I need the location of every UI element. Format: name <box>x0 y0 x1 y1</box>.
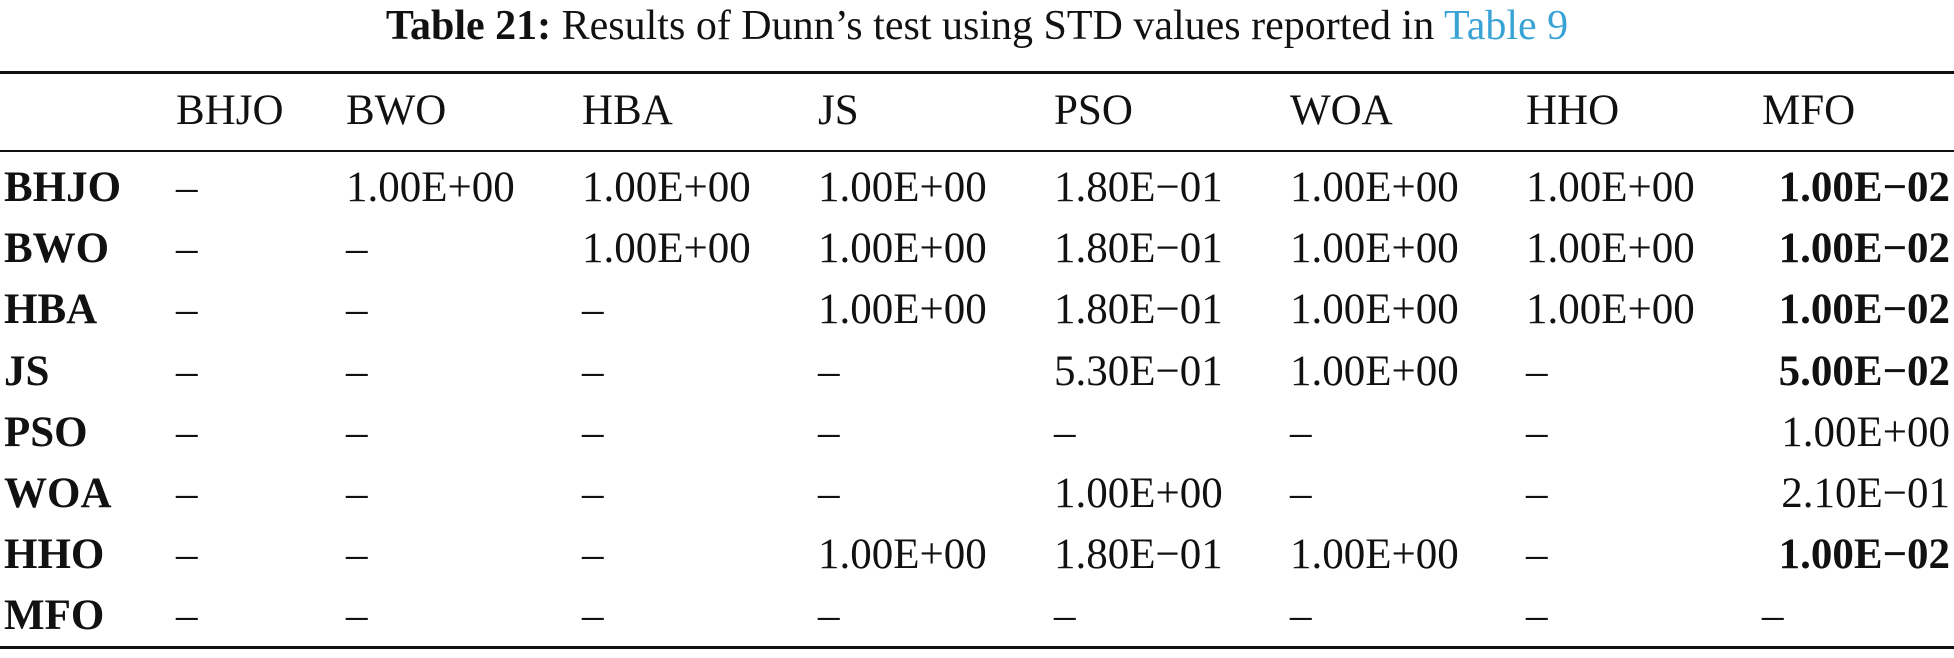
row-label: MFO <box>4 592 105 640</box>
column-header: MFO <box>1762 87 1856 134</box>
table-cell: – <box>582 592 604 640</box>
table-cell: – <box>582 408 604 456</box>
table-cell: – <box>582 347 604 395</box>
column-header: PSO <box>1054 87 1133 134</box>
row-label: PSO <box>4 408 88 456</box>
table-cell: – <box>176 347 198 395</box>
table-cell: 1.00E+00 <box>346 164 515 211</box>
table-cell: – <box>176 286 198 334</box>
row-label: JS <box>4 347 50 395</box>
table-cell: – <box>582 286 604 334</box>
table-cell: 1.00E+00 <box>1290 225 1459 273</box>
table-cell: – <box>346 592 368 640</box>
table-cell: 5.30E−01 <box>1054 347 1223 395</box>
table-cell: 1.00E+00 <box>818 531 987 579</box>
table-top-rule <box>0 71 1954 74</box>
table-cell: 2.10E−01 <box>1781 470 1950 517</box>
table-cell: – <box>818 408 840 456</box>
table-cell: – <box>582 470 604 517</box>
table-cell: 1.00E+00 <box>818 286 987 334</box>
table-cell: 1.00E+00 <box>1290 164 1459 211</box>
table-cell: – <box>1526 347 1548 395</box>
table-header-rule <box>0 150 1954 152</box>
row-label: HBA <box>4 286 98 334</box>
column-header: BWO <box>346 87 447 134</box>
table-cell: – <box>818 470 840 517</box>
column-header: HHO <box>1526 87 1620 134</box>
table-cell: – <box>346 470 368 517</box>
table-cell: – <box>346 347 368 395</box>
table-cell: 1.00E+00 <box>818 225 987 273</box>
table-cell: – <box>1526 408 1548 456</box>
table-cell: 1.80E−01 <box>1054 164 1223 211</box>
column-header: JS <box>818 87 859 134</box>
table-cell: 1.80E−01 <box>1054 531 1223 579</box>
table-cell: 1.80E−01 <box>1054 286 1223 334</box>
table-cell: 1.00E+00 <box>818 164 987 211</box>
table-cell: – <box>1290 408 1312 456</box>
table-cell: – <box>1290 592 1312 640</box>
row-label: WOA <box>4 470 112 517</box>
table-cell: 1.00E+00 <box>1054 470 1223 517</box>
caption-table-link[interactable]: Table 9 <box>1443 3 1569 49</box>
table-cell: 1.80E−01 <box>1054 225 1223 273</box>
table-cell: 1.00E+00 <box>582 225 751 273</box>
column-header: WOA <box>1290 87 1393 134</box>
row-label: BWO <box>4 225 110 273</box>
row-label: HHO <box>4 531 105 579</box>
table-bottom-rule <box>0 646 1954 649</box>
table-cell: – <box>346 408 368 456</box>
table-caption: Table 21: Results of Dunn’s test using S… <box>0 0 1954 66</box>
table-cell: – <box>346 531 368 579</box>
table-cell: 1.00E+00 <box>1290 531 1459 579</box>
table-cell: – <box>1526 592 1548 640</box>
table-cell: – <box>582 531 604 579</box>
table-cell: 1.00E+00 <box>1781 408 1950 456</box>
table-cell: – <box>1762 592 1784 640</box>
table-cell: 1.00E−02 <box>1778 164 1950 211</box>
table-cell: – <box>818 592 840 640</box>
table-cell: 1.00E+00 <box>1290 286 1459 334</box>
table-cell: 1.00E+00 <box>1526 225 1695 273</box>
table-cell: – <box>1054 592 1076 640</box>
table-cell: 1.00E+00 <box>1526 286 1695 334</box>
table-cell: 5.00E−02 <box>1778 347 1950 395</box>
table-cell: – <box>176 592 198 640</box>
table-cell: – <box>176 470 198 517</box>
column-header: BHJO <box>176 87 284 134</box>
table-cell: – <box>176 164 198 211</box>
table-cell: 1.00E−02 <box>1778 286 1950 334</box>
column-header: HBA <box>582 87 673 134</box>
table-cell: – <box>1526 470 1548 517</box>
table-cell: – <box>346 225 368 273</box>
table-cell: – <box>176 225 198 273</box>
row-label: BHJO <box>4 164 122 211</box>
table-cell: – <box>346 286 368 334</box>
caption-text: Results of Dunn’s test using STD values … <box>561 3 1435 49</box>
table-cell: 1.00E+00 <box>582 164 751 211</box>
table-cell: – <box>1526 531 1548 579</box>
table-cell: – <box>818 347 840 395</box>
table-cell: – <box>176 531 198 579</box>
table-cell: 1.00E−02 <box>1778 225 1950 273</box>
table-cell: 1.00E−02 <box>1778 531 1950 579</box>
caption-label: Table 21: <box>385 3 552 49</box>
table-cell: – <box>1054 408 1076 456</box>
table-cell: 1.00E+00 <box>1290 347 1459 395</box>
table-cell: – <box>1290 470 1312 517</box>
table-cell: – <box>176 408 198 456</box>
table-cell: 1.00E+00 <box>1526 164 1695 211</box>
